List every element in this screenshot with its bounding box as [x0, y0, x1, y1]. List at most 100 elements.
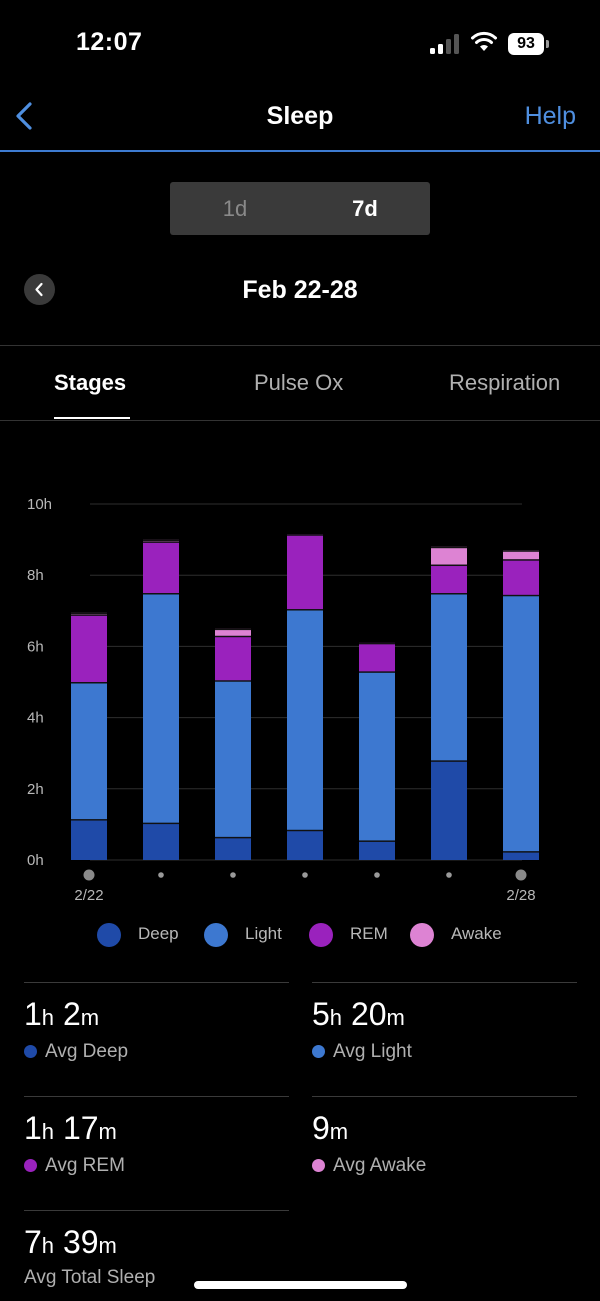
stat-divider — [312, 982, 577, 983]
stat-divider — [24, 1210, 289, 1211]
help-link[interactable]: Help — [524, 102, 576, 130]
x-day-marker — [302, 872, 308, 878]
x-day-marker — [374, 872, 380, 878]
stat-label: Avg Total Sleep — [24, 1267, 156, 1288]
x-day-marker — [230, 872, 236, 878]
bar-segment-deep[interactable] — [287, 829, 323, 860]
bar-segment-rem[interactable] — [287, 534, 323, 610]
divider — [0, 420, 600, 421]
stat-divider — [24, 1096, 289, 1097]
bar-segment-awake[interactable] — [215, 628, 251, 636]
nav-bar: Sleep Help — [0, 90, 600, 152]
home-indicator — [194, 1281, 407, 1289]
bar-segment-separator — [359, 642, 395, 645]
legend-label-awake: Awake — [451, 924, 502, 943]
legend-label-light: Light — [245, 924, 282, 943]
bar-segment-separator — [71, 612, 107, 615]
battery-icon: 93 — [508, 33, 544, 55]
range-1d-option[interactable]: 1d — [222, 196, 248, 221]
bar-segment-separator — [359, 840, 395, 842]
back-chevron-icon[interactable] — [10, 98, 40, 134]
bar-segment-rem[interactable] — [359, 642, 395, 672]
stat-label: Avg Light — [312, 1041, 412, 1063]
bar-segment-separator — [71, 682, 107, 684]
bar-segment-separator — [215, 628, 251, 631]
x-day-marker — [158, 872, 164, 878]
bar-segment-rem[interactable] — [71, 614, 107, 682]
bar-segment-rem[interactable] — [503, 559, 539, 595]
stat-value: 9m — [312, 1110, 349, 1146]
date-range-label: Feb 22-28 — [242, 276, 358, 304]
bar-segment-separator — [431, 546, 467, 549]
bar-segment-awake[interactable] — [503, 550, 539, 560]
bar-segment-deep[interactable] — [503, 851, 539, 860]
bar-segment-separator — [287, 829, 323, 832]
deep-dot-icon — [24, 1045, 37, 1058]
bar-segment-separator — [71, 614, 107, 616]
legend-dot-deep — [97, 923, 121, 947]
bar-segment-separator — [71, 819, 107, 821]
bar-segment-rem[interactable] — [431, 564, 467, 593]
bar-segment-separator — [143, 593, 179, 595]
y-tick-label: 2h — [27, 781, 44, 798]
bar-segment-separator — [287, 534, 323, 536]
bar-segment-awake[interactable] — [431, 546, 467, 565]
stat-label: Avg REM — [24, 1155, 125, 1177]
rem-dot-icon — [24, 1159, 37, 1172]
tab-stages[interactable]: Stages — [54, 370, 127, 395]
chart-legend: Deep Light REM Awake — [0, 918, 600, 952]
tab-pulse-ox[interactable]: Pulse Ox — [254, 370, 344, 395]
bar-segment-separator — [503, 559, 539, 561]
bar-segment-separator — [431, 564, 467, 567]
bar-segment-light[interactable] — [431, 593, 467, 761]
bar-segment-light[interactable] — [287, 609, 323, 830]
divider — [0, 345, 600, 346]
active-tab-indicator — [54, 417, 130, 419]
stat-value: 7h 39m — [24, 1224, 117, 1260]
stat-label: Avg Awake — [312, 1155, 426, 1177]
y-tick-label: 4h — [27, 710, 44, 727]
bar-segment-light[interactable] — [71, 682, 107, 820]
stat-value: 1h 17m — [24, 1110, 117, 1146]
bar-segment-separator — [143, 539, 179, 542]
bar-segment-separator — [431, 593, 467, 595]
bar-segment-deep[interactable] — [359, 840, 395, 860]
bar-segment-deep[interactable] — [215, 836, 251, 860]
bar-segment-light[interactable] — [359, 671, 395, 841]
bar-segment-separator — [287, 609, 323, 611]
range-7d-option[interactable]: 7d — [352, 196, 378, 221]
y-tick-label: 8h — [27, 567, 44, 584]
bar-segment-deep[interactable] — [431, 760, 467, 860]
bar-segment-separator — [503, 550, 539, 552]
status-bar: 12:07 93 — [0, 0, 600, 90]
bar-segment-separator — [215, 836, 251, 839]
previous-week-button[interactable] — [24, 274, 55, 305]
y-tick-label: 0h — [27, 852, 44, 869]
bar-segment-deep[interactable] — [71, 819, 107, 860]
bar-segment-rem[interactable] — [143, 541, 179, 593]
bar-segment-separator — [215, 680, 251, 682]
bar-segment-separator — [503, 594, 539, 597]
range-segmented-control: 1d 7d — [170, 182, 430, 235]
x-day-marker — [515, 869, 527, 881]
bar-segment-separator — [503, 851, 539, 853]
bar-segment-light[interactable] — [143, 593, 179, 823]
bar-segment-separator — [359, 671, 395, 673]
date-navigator: Feb 22-28 — [0, 270, 600, 310]
stat-value: 1h 2m — [24, 996, 100, 1032]
bar-segment-light[interactable] — [215, 680, 251, 837]
y-tick-label: 6h — [27, 638, 44, 655]
x-tick-label: 2/22 — [74, 887, 103, 904]
bar-segment-light[interactable] — [503, 594, 539, 852]
stat-divider — [312, 1096, 577, 1097]
bar-segment-rem[interactable] — [215, 635, 251, 681]
bar-segment-separator — [143, 822, 179, 825]
tab-respiration[interactable]: Respiration — [449, 370, 561, 395]
sleep-stages-chart: 0h 2h 4h 6h 8h 10h 2/22 2/28 — [27, 496, 539, 904]
stat-divider — [24, 982, 289, 983]
bar-segment-deep[interactable] — [143, 822, 179, 860]
status-time: 12:07 — [76, 28, 143, 56]
chevron-left-icon — [35, 282, 43, 297]
x-tick-label: 2/28 — [506, 887, 535, 904]
bar-segment-separator — [431, 760, 467, 762]
